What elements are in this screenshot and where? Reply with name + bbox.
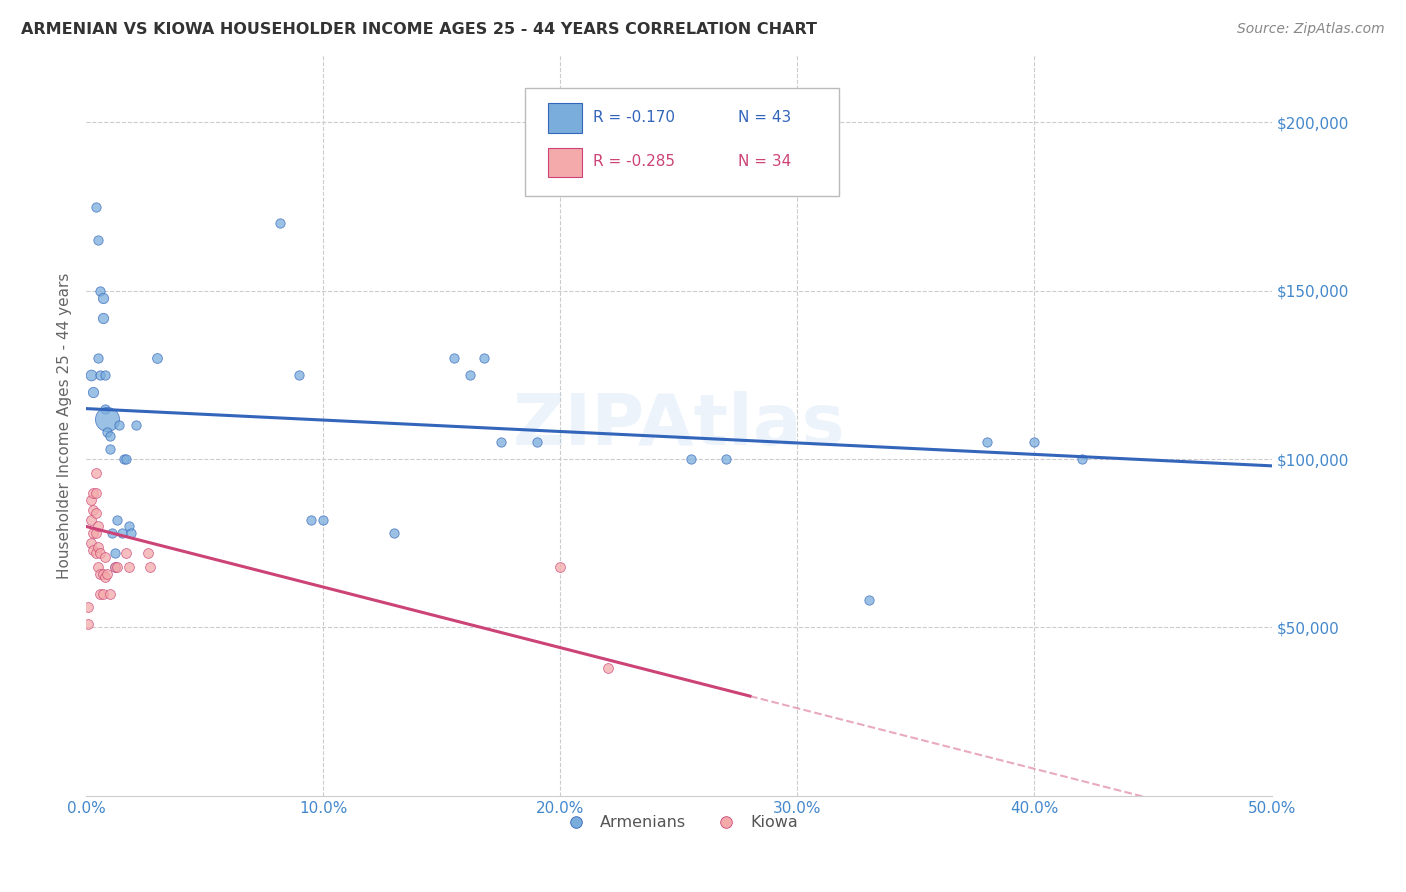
Point xyxy=(105,559,128,574)
Point xyxy=(84,466,107,480)
Bar xyxy=(548,148,582,178)
Point xyxy=(87,559,110,574)
Point xyxy=(136,546,159,560)
Point xyxy=(87,233,110,247)
Point xyxy=(89,368,111,382)
Point xyxy=(96,566,118,581)
Point xyxy=(101,526,124,541)
Point xyxy=(80,536,103,550)
Point xyxy=(139,559,162,574)
Point xyxy=(118,519,141,533)
Point xyxy=(548,559,571,574)
Point xyxy=(526,435,548,450)
Point xyxy=(679,452,702,467)
Point xyxy=(89,284,111,298)
Point xyxy=(103,546,125,560)
Point xyxy=(80,492,103,507)
Point xyxy=(87,540,110,554)
Point xyxy=(312,513,335,527)
Point xyxy=(77,617,100,632)
Point xyxy=(443,351,465,365)
FancyBboxPatch shape xyxy=(524,88,839,196)
Point xyxy=(80,513,103,527)
Point xyxy=(111,526,134,541)
Point xyxy=(94,549,117,564)
Text: R = -0.170: R = -0.170 xyxy=(593,110,675,125)
Point xyxy=(82,526,104,541)
Legend: Armenians, Kiowa: Armenians, Kiowa xyxy=(554,808,804,836)
Point xyxy=(596,661,619,675)
Point xyxy=(458,368,481,382)
Point xyxy=(98,587,121,601)
Point xyxy=(125,418,148,433)
Point xyxy=(269,217,291,231)
Text: Source: ZipAtlas.com: Source: ZipAtlas.com xyxy=(1237,22,1385,37)
Point xyxy=(1070,452,1092,467)
Point xyxy=(94,570,117,584)
Point xyxy=(105,513,128,527)
Point xyxy=(84,546,107,560)
Bar xyxy=(548,103,582,133)
Point xyxy=(84,485,107,500)
Point xyxy=(112,452,135,467)
Point xyxy=(118,559,141,574)
Point xyxy=(103,559,125,574)
Point xyxy=(120,526,142,541)
Point xyxy=(96,411,118,425)
Y-axis label: Householder Income Ages 25 - 44 years: Householder Income Ages 25 - 44 years xyxy=(58,272,72,579)
Point xyxy=(89,546,111,560)
Point xyxy=(82,384,104,399)
Point xyxy=(98,428,121,442)
Point xyxy=(91,566,114,581)
Point xyxy=(288,368,311,382)
Text: ARMENIAN VS KIOWA HOUSEHOLDER INCOME AGES 25 - 44 YEARS CORRELATION CHART: ARMENIAN VS KIOWA HOUSEHOLDER INCOME AGE… xyxy=(21,22,817,37)
Text: ZIPAtlas: ZIPAtlas xyxy=(513,391,845,460)
Point xyxy=(474,351,496,365)
Point xyxy=(91,587,114,601)
Point xyxy=(115,546,138,560)
Point xyxy=(96,425,118,439)
Point xyxy=(858,593,880,607)
Point xyxy=(489,435,512,450)
Point xyxy=(82,485,104,500)
Point xyxy=(87,519,110,533)
Point xyxy=(80,368,103,382)
Point xyxy=(94,401,117,416)
Text: N = 43: N = 43 xyxy=(738,110,792,125)
Point xyxy=(115,452,138,467)
Point xyxy=(1024,435,1046,450)
Text: R = -0.285: R = -0.285 xyxy=(593,154,675,169)
Point xyxy=(108,418,131,433)
Point xyxy=(91,310,114,325)
Point xyxy=(82,543,104,558)
Point xyxy=(976,435,998,450)
Point xyxy=(91,291,114,305)
Point xyxy=(103,559,125,574)
Point xyxy=(87,351,110,365)
Point xyxy=(84,506,107,520)
Point xyxy=(77,600,100,615)
Point xyxy=(716,452,738,467)
Point xyxy=(299,513,322,527)
Point xyxy=(82,502,104,516)
Point xyxy=(89,566,111,581)
Point xyxy=(84,200,107,214)
Text: N = 34: N = 34 xyxy=(738,154,792,169)
Point xyxy=(382,526,405,541)
Point xyxy=(84,526,107,541)
Point xyxy=(94,368,117,382)
Point xyxy=(146,351,169,365)
Point xyxy=(89,587,111,601)
Point xyxy=(98,442,121,456)
